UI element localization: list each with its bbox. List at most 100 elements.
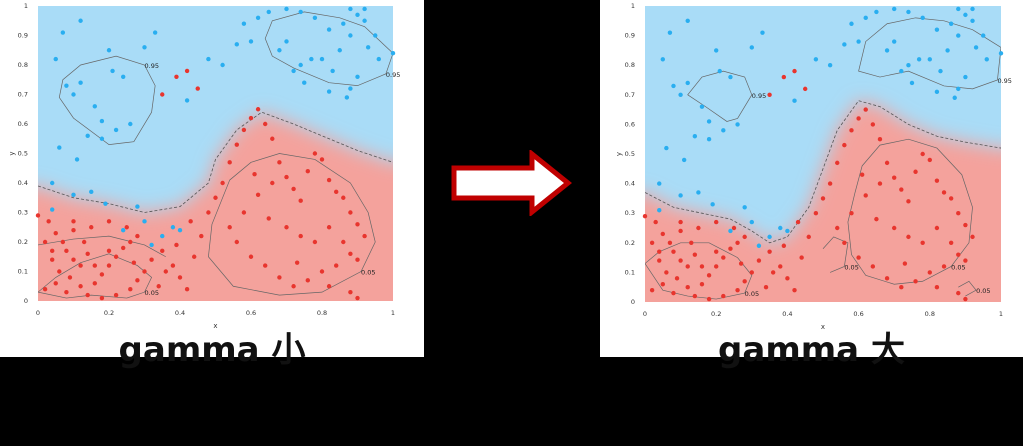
data-point bbox=[856, 255, 861, 260]
data-point bbox=[284, 39, 289, 44]
data-point bbox=[92, 263, 98, 268]
data-point bbox=[678, 228, 683, 234]
data-point bbox=[863, 107, 868, 112]
data-point bbox=[899, 285, 904, 290]
contour-line bbox=[38, 253, 153, 299]
data-point bbox=[749, 45, 754, 50]
data-point bbox=[692, 134, 698, 139]
data-point bbox=[302, 80, 307, 85]
data-point bbox=[341, 239, 346, 245]
data-point bbox=[799, 255, 804, 260]
data-point bbox=[842, 142, 847, 148]
data-point bbox=[806, 234, 811, 240]
data-point bbox=[248, 115, 254, 121]
data-point bbox=[135, 278, 140, 283]
data-point bbox=[334, 263, 339, 268]
decision-regions bbox=[645, 6, 1001, 302]
data-point bbox=[948, 240, 954, 245]
data-point bbox=[642, 213, 648, 219]
data-point bbox=[184, 98, 190, 103]
data-point bbox=[696, 190, 701, 195]
data-point bbox=[813, 57, 819, 62]
data-point bbox=[110, 68, 115, 74]
data-point bbox=[71, 92, 76, 97]
data-point bbox=[330, 68, 335, 74]
y-tick-label: 0 bbox=[24, 297, 28, 305]
data-point bbox=[312, 151, 318, 156]
data-point bbox=[234, 239, 239, 245]
data-point bbox=[956, 290, 961, 296]
data-point bbox=[106, 219, 112, 224]
data-point bbox=[53, 56, 58, 62]
y-tick-label: 0.3 bbox=[18, 209, 28, 217]
data-point bbox=[963, 222, 968, 228]
data-point bbox=[813, 211, 819, 216]
data-point bbox=[938, 68, 943, 74]
data-point bbox=[906, 234, 911, 240]
data-point bbox=[706, 273, 712, 278]
data-point bbox=[326, 225, 332, 230]
data-point bbox=[341, 21, 346, 26]
data-point bbox=[820, 196, 826, 201]
data-point bbox=[963, 296, 968, 302]
data-point bbox=[970, 234, 975, 240]
data-point bbox=[934, 89, 940, 95]
data-point bbox=[660, 282, 665, 287]
y-tick-label: 0.1 bbox=[625, 268, 635, 276]
data-point bbox=[892, 225, 897, 231]
data-point bbox=[874, 9, 879, 15]
data-point bbox=[767, 92, 772, 98]
x-tick-label: 1 bbox=[999, 310, 1003, 318]
data-point bbox=[906, 199, 911, 204]
data-point bbox=[220, 180, 225, 186]
data-point bbox=[142, 269, 147, 274]
data-point bbox=[266, 9, 271, 15]
data-point bbox=[362, 6, 367, 12]
data-point bbox=[892, 175, 897, 180]
data-point bbox=[348, 251, 353, 256]
data-point bbox=[184, 287, 190, 292]
x-tick-label: 0.6 bbox=[246, 309, 256, 317]
left-scatter-chart: 0.95 0.95 0.05 0.05 0 0.2 0.4 0.6 0.8 1 0 0.1 0.2 0.3… bbox=[8, 2, 400, 330]
data-point bbox=[653, 219, 658, 225]
decision-boundary-line bbox=[645, 100, 1001, 244]
data-point bbox=[948, 196, 954, 201]
data-point bbox=[192, 254, 197, 259]
data-point bbox=[188, 219, 193, 224]
data-point bbox=[294, 260, 300, 265]
y-axis-label: y bbox=[615, 152, 623, 156]
data-point bbox=[312, 239, 318, 245]
data-point bbox=[53, 281, 58, 286]
data-point bbox=[113, 127, 119, 133]
data-point bbox=[362, 18, 367, 23]
data-point bbox=[195, 86, 200, 91]
data-point bbox=[78, 18, 83, 23]
contour-line bbox=[208, 153, 376, 296]
data-point bbox=[71, 219, 76, 224]
data-point bbox=[856, 116, 861, 121]
y-tick-label: 0.7 bbox=[18, 91, 28, 99]
data-point bbox=[899, 187, 904, 192]
data-point bbox=[263, 121, 268, 127]
data-point bbox=[241, 21, 247, 26]
data-point bbox=[870, 264, 876, 269]
data-point bbox=[92, 104, 98, 109]
data-point bbox=[135, 204, 140, 209]
data-point bbox=[53, 230, 58, 236]
data-point bbox=[284, 225, 289, 230]
data-point bbox=[163, 269, 168, 274]
data-point bbox=[678, 258, 683, 263]
y-axis-label: y bbox=[8, 151, 16, 155]
data-point bbox=[941, 264, 947, 269]
data-point bbox=[842, 240, 847, 245]
data-point bbox=[355, 257, 360, 262]
contour-line bbox=[58, 55, 156, 146]
data-point bbox=[270, 136, 275, 141]
data-point bbox=[956, 252, 961, 257]
data-point bbox=[174, 242, 179, 248]
x-tick-label: 0.6 bbox=[853, 310, 863, 318]
data-point bbox=[42, 287, 48, 292]
data-point bbox=[884, 48, 890, 53]
data-point bbox=[945, 48, 950, 53]
data-point bbox=[956, 6, 961, 12]
